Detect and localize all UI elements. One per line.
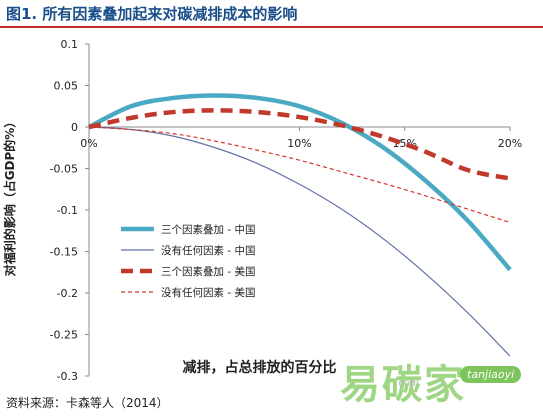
series-line-us-none xyxy=(88,126,511,224)
watermark-badge: tanjiaoyi xyxy=(460,366,522,383)
x-tick-label: 20% xyxy=(498,137,522,150)
legend-label: 没有任何因素 - 中国 xyxy=(161,244,255,257)
y-tick-label: 0.05 xyxy=(54,80,79,93)
x-axis-title: 减排，占总排放的百分比 xyxy=(183,359,337,376)
legend-label: 三个因素叠加 - 中国 xyxy=(161,223,255,236)
y-tick-label: -0.3 xyxy=(57,370,78,383)
x-tick-label: 10% xyxy=(287,137,311,150)
watermark-logo-text: 易碳家 xyxy=(340,362,466,408)
legend-label: 三个因素叠加 - 美国 xyxy=(161,265,255,278)
chart: 0.1 0.05 0 -0.05 -0.1 -0.15 -0.2 -0.25 -0.3 0% 10%… xyxy=(2,38,522,383)
source-note: 资料来源：卡森等人（2014） xyxy=(6,396,169,410)
legend-label: 没有任何因素 - 美国 xyxy=(161,286,255,299)
y-tick-label: -0.25 xyxy=(50,329,78,342)
x-tick-label: 0% xyxy=(80,137,97,150)
y-tick-label: -0.1 xyxy=(57,204,78,217)
y-tick-label: -0.2 xyxy=(57,287,78,300)
title-rule xyxy=(0,26,543,28)
series-line-us-combined xyxy=(88,108,511,181)
title-bar: 图1. 所有因素叠加起来对碳减排成本的影响 xyxy=(0,0,543,26)
watermark-url: .com xyxy=(395,378,420,389)
series-line-china-none xyxy=(88,126,511,357)
series-line-china-combined xyxy=(87,93,512,272)
y-axis-title: 对福利的影响（占GDP的%） xyxy=(2,116,17,277)
y-tick-label: -0.05 xyxy=(50,163,78,176)
figure-title: 图1. 所有因素叠加起来对碳减排成本的影响 xyxy=(6,4,298,23)
y-tick-label: 0.1 xyxy=(61,38,79,51)
y-tick-label: 0 xyxy=(71,121,78,134)
y-tick-label: -0.15 xyxy=(50,246,78,259)
